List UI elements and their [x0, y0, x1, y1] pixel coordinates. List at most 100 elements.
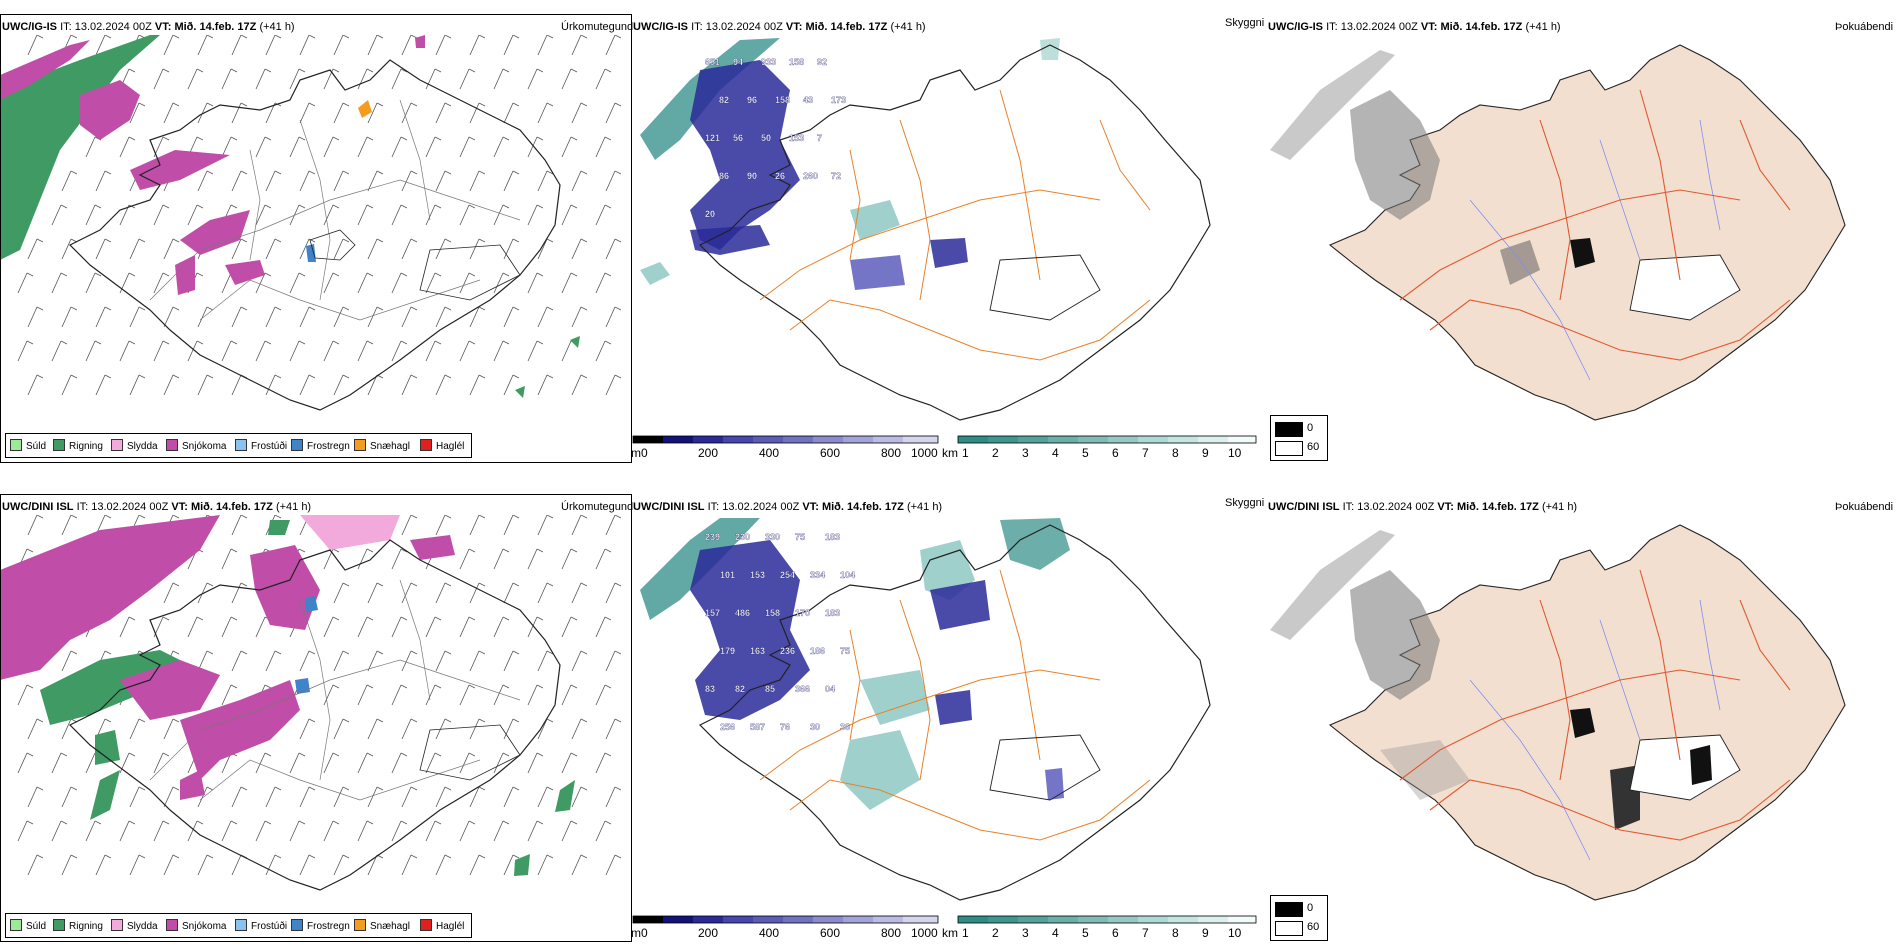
wind-barb [401, 170, 418, 192]
glacier [1629, 254, 1741, 321]
wind-barb [561, 752, 578, 774]
wind-barb [425, 136, 442, 158]
wind-barb [595, 272, 612, 294]
cloud-base-value: 104 [840, 570, 855, 580]
wind-barb [299, 718, 316, 740]
wind-barb [605, 238, 622, 260]
wind-barb [299, 238, 316, 260]
wind-barb [85, 820, 102, 842]
tick: 1000 [911, 446, 938, 460]
precip-legend-bottom: Súld Rigning Slydda Snjókoma Frostúði Fr… [5, 913, 472, 938]
wind-barb [265, 238, 282, 260]
wind-barb [299, 102, 316, 124]
wind-barb [323, 340, 340, 362]
wind-barb [153, 272, 170, 294]
fog-map-top [1270, 44, 1846, 421]
wind-barb [221, 616, 238, 638]
low-cloud-area [935, 690, 972, 725]
snow-area [180, 210, 250, 255]
wind-barb [435, 102, 452, 124]
cloud-base-value: 163 [750, 646, 765, 656]
wind-barb [605, 718, 622, 740]
roads [1399, 89, 1791, 361]
wind-barb [323, 752, 340, 774]
cloud-base-value: 90 [747, 171, 757, 181]
wind-barb [391, 820, 408, 842]
wind-barb [537, 854, 554, 876]
wind-barb [255, 136, 272, 158]
legend-freezing-rain: Frostregn [291, 919, 350, 932]
cloudbase-gradient [632, 435, 939, 444]
cloud-base-value: 94 [733, 57, 743, 67]
wind-barb [595, 820, 612, 842]
wind-barb [595, 136, 612, 158]
wind-barb [367, 786, 384, 808]
wind-barb [333, 306, 350, 328]
wind-barb [163, 718, 180, 740]
cloudbase-colorbar-bottom: m 0 200 400 600 800 1000 [631, 914, 939, 944]
wind-barb [153, 340, 170, 362]
visibility-label-bottom: Skyggni [1225, 497, 1265, 509]
wind-barb [561, 684, 578, 706]
header-precip-bottom: UWC/DINI ISL IT: 13.02.2024 00Z VT: Mið.… [2, 501, 311, 514]
it-value: 13.02.2024 00Z [705, 21, 783, 33]
wind-barb [561, 204, 578, 226]
wind-barb [333, 238, 350, 260]
wind-barb [595, 68, 612, 90]
lead-time: (+41 h) [890, 21, 926, 33]
tick: 9 [1202, 926, 1209, 940]
model-name: UWC/DINI ISL [2, 501, 74, 513]
wind-barb [571, 374, 588, 396]
fog-swatch-black [1275, 422, 1303, 437]
wind-barb [493, 68, 510, 90]
cloud-base-value: 86 [719, 171, 729, 181]
wind-barb [503, 374, 520, 396]
legend-freezing-drizzle: Frostúði [235, 919, 287, 932]
tick: 9 [1202, 446, 1209, 460]
wind-barb [459, 272, 476, 294]
tick: 8 [1172, 926, 1179, 940]
wind-barb [391, 272, 408, 294]
vt-value: Mið. 14.feb. 17Z [805, 21, 888, 33]
low-visibility-area [840, 730, 920, 810]
lead-time: (+41 h) [906, 501, 943, 513]
wind-barb [367, 718, 384, 740]
tick: 4 [1052, 446, 1059, 460]
wind-barb [571, 306, 588, 328]
model-name: UWC/DINI ISL [633, 501, 705, 513]
wind-barb [401, 35, 418, 56]
visibility-map-top: 651 94 933 158 92 82 96 158 43 173 121 56 50 153 7 86 90… [640, 38, 1211, 421]
cloud-base-value: 158 [765, 608, 780, 618]
wind-barb [527, 340, 544, 362]
wind-barb [197, 170, 214, 192]
low-visibility-area [860, 670, 930, 725]
wind-barb [299, 786, 316, 808]
wind-barb [503, 650, 520, 672]
wind-barb [401, 515, 418, 536]
model-name: UWC/IG-IS [1268, 21, 1323, 33]
wind-barb [435, 786, 452, 808]
low-cloud-area [930, 580, 990, 630]
wind-barb [85, 340, 102, 362]
wind-barb [503, 306, 520, 328]
fog-map-bottom [1270, 524, 1846, 901]
wind-barb [571, 170, 588, 192]
wind-barb [425, 684, 442, 706]
fog-gradient-area [1350, 570, 1440, 700]
snow-area [180, 680, 300, 780]
vt-value: Mið. 14.feb. 17Z [190, 501, 273, 513]
header-fog-bottom: UWC/DINI ISL IT: 13.02.2024 00Z VT: Mið.… [1268, 501, 1577, 514]
snow-area [250, 545, 320, 630]
legend-freezing-rain: Frostregn [291, 439, 350, 452]
freezing-rain-dot [306, 244, 316, 262]
tick: 200 [698, 446, 719, 460]
wind-barb [119, 616, 136, 638]
snow-area [180, 770, 205, 800]
wind-barb [129, 102, 146, 124]
tick: 10 [1228, 926, 1242, 940]
wind-barb [323, 820, 340, 842]
swatch [111, 439, 123, 451]
snow-area [410, 535, 455, 560]
cloud-base-value: 82 [735, 684, 745, 694]
wind-barb [255, 752, 272, 774]
